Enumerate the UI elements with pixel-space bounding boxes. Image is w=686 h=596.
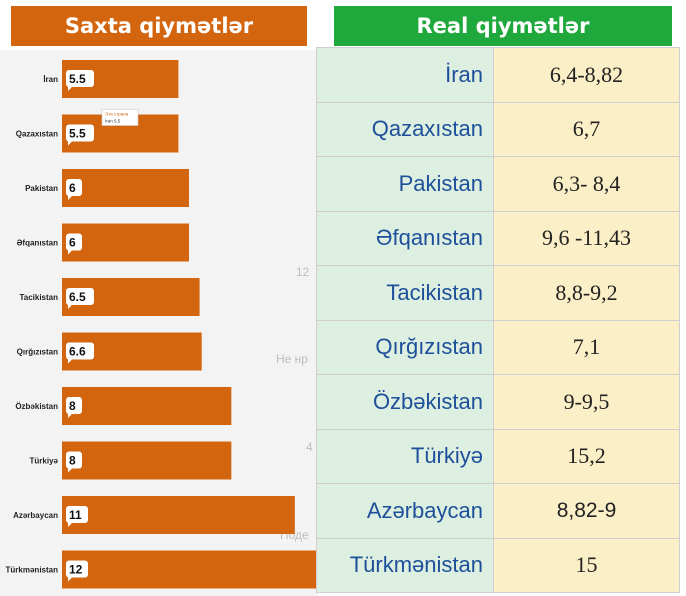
- value-label-pointer: [68, 195, 73, 200]
- value-cell: 15: [493, 537, 680, 593]
- table-row: Qırğızıstan 7,1: [316, 319, 680, 375]
- value-label-bubble: [66, 506, 88, 523]
- country-cell: Qazaxıstan: [316, 101, 494, 157]
- value-label: 6.5: [69, 290, 86, 304]
- table-row: Azərbaycan 8,82-9: [316, 483, 680, 539]
- value-cell: 8,8-9,2: [493, 265, 680, 321]
- real-values-title: Real qiymətlər: [334, 6, 672, 46]
- value-label-bubble: [66, 70, 94, 87]
- table-row: Qazaxıstan 6,7: [316, 101, 680, 157]
- table-row: Tacikistan 8,8-9,2: [316, 265, 680, 321]
- bar: [62, 169, 189, 207]
- value-label-pointer: [68, 358, 73, 364]
- value-cell: 7,1: [493, 319, 680, 375]
- tooltip-title: Эта страна: [105, 112, 129, 117]
- value-label-bubble: [66, 560, 88, 578]
- value-label-pointer: [68, 413, 73, 418]
- table-row: Türkiyə 15,2: [316, 428, 680, 484]
- category-label: Qazaxıstan: [16, 130, 58, 139]
- value-label-pointer: [68, 140, 73, 146]
- bar: [62, 387, 232, 425]
- ghost-text: 12: [296, 265, 310, 279]
- value-label-bubble: [66, 124, 94, 142]
- fake-values-title: Saxta qiymətlər: [11, 6, 307, 46]
- value-cell: 9,6 -11,43: [493, 210, 680, 266]
- value-label: 12: [69, 563, 83, 577]
- value-cell: 8,82-9: [493, 483, 680, 539]
- value-label: 5.5: [69, 127, 86, 141]
- bar: [62, 223, 189, 262]
- category-label: İran: [43, 75, 58, 84]
- country-cell: Qırğızıstan: [316, 319, 494, 375]
- value-label: 6.6: [69, 345, 86, 359]
- value-label-pointer: [68, 522, 73, 527]
- value-label-pointer: [68, 576, 73, 582]
- category-label: Tacikistan: [19, 293, 58, 302]
- category-label: Özbəkistan: [15, 402, 58, 411]
- value-label: 11: [69, 508, 82, 522]
- value-label-bubble: [66, 179, 82, 196]
- value-label-pointer: [68, 249, 73, 255]
- value-label: 5.5: [69, 72, 86, 86]
- bar: [62, 441, 232, 480]
- bar: [62, 550, 316, 589]
- table-row: İran 6,4-8,82: [316, 47, 680, 103]
- table-row: Pakistan 6,3- 8,4: [316, 156, 680, 212]
- table-row: Əfqanıstan 9,6 -11,43: [316, 210, 680, 266]
- category-label: Azərbaycan: [13, 511, 58, 520]
- country-cell: İran: [316, 47, 494, 103]
- ghost-text: Не нр: [276, 352, 308, 366]
- country-cell: Özbəkistan: [316, 374, 494, 430]
- category-label: Qırğızıstan: [17, 348, 58, 357]
- country-cell: Türkmənistan: [316, 537, 494, 593]
- real-values-table: İran 6,4-8,82 Qazaxıstan 6,7 Pakistan 6,3- 8,…: [316, 47, 680, 593]
- bar-chart-svg: İran 5.5 Qazaxıstan 5.5 Pakistan 6 Əfqanıstan 6…: [6, 60, 316, 589]
- value-cell: 6,7: [493, 101, 680, 157]
- tooltip-text: İran 5.5: [105, 118, 121, 124]
- country-cell: Əfqanıstan: [316, 210, 494, 266]
- value-label: 8: [69, 454, 76, 468]
- ghost-text: 4: [306, 440, 313, 454]
- country-cell: Azərbaycan: [316, 483, 494, 539]
- value-label: 8: [69, 399, 76, 413]
- value-label-bubble: [66, 397, 82, 414]
- country-cell: Pakistan: [316, 156, 494, 212]
- country-cell: Tacikistan: [316, 265, 494, 321]
- bar: [62, 496, 295, 534]
- category-label: Əfqanıstan: [17, 239, 58, 248]
- value-cell: 6,3- 8,4: [493, 156, 680, 212]
- value-cell: 9-9,5: [493, 374, 680, 430]
- value-label: 6: [69, 236, 76, 250]
- value-label-pointer: [68, 86, 73, 91]
- value-cell: 15,2: [493, 428, 680, 484]
- value-cell: 6,4-8,82: [493, 47, 680, 103]
- value-label-pointer: [68, 467, 73, 473]
- table-row: Özbəkistan 9-9,5: [316, 374, 680, 430]
- category-label: Türkmənistan: [6, 566, 59, 575]
- table-row: Türkmənistan 15: [316, 537, 680, 593]
- category-label: Türkiyə: [30, 457, 59, 466]
- tooltip-box: [101, 109, 139, 126]
- value-label-bubble: [66, 342, 94, 360]
- value-label-bubble: [66, 233, 82, 251]
- country-cell: Türkiyə: [316, 428, 494, 484]
- value-label-bubble: [66, 451, 82, 469]
- value-label-pointer: [68, 304, 73, 309]
- value-label-bubble: [66, 288, 94, 305]
- fake-values-chart: 12 Не нр 4 Поде İran 5.5 Qazaxıstan 5.5 Paki…: [0, 50, 318, 596]
- category-label: Pakistan: [25, 184, 58, 193]
- value-label: 6: [69, 181, 76, 195]
